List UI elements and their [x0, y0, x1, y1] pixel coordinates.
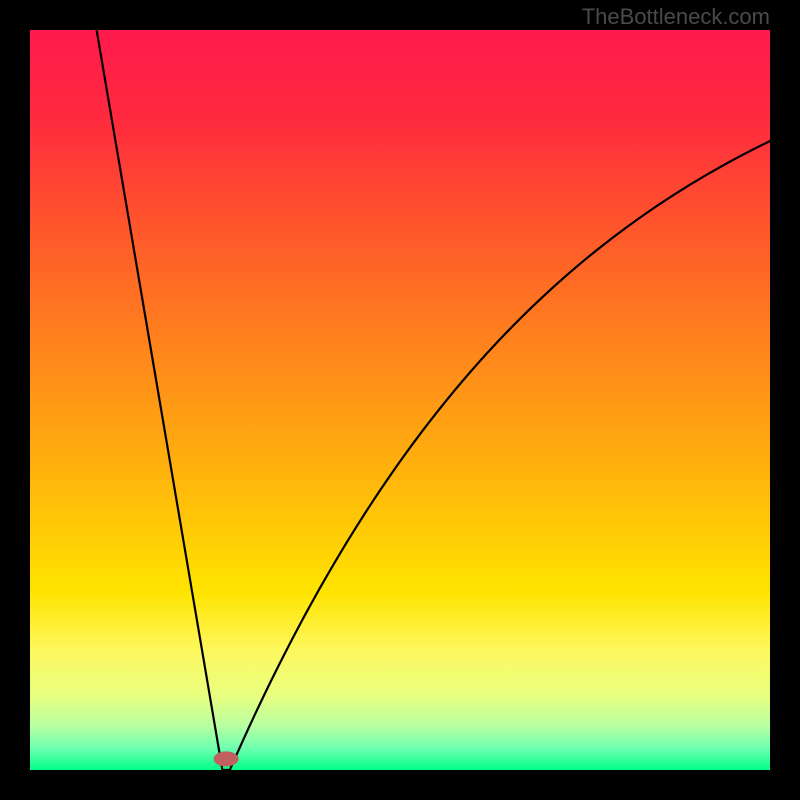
- minimum-marker: [214, 752, 238, 766]
- bottleneck-curve: [97, 30, 770, 770]
- watermark-link[interactable]: TheBottleneck.com: [582, 4, 770, 30]
- chart-plot-area: [30, 30, 770, 770]
- curve-layer: [30, 30, 770, 770]
